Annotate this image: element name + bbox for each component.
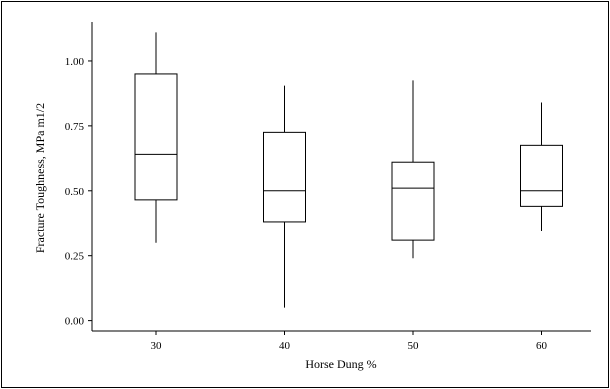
x-tick-label: 30 [151, 340, 163, 352]
y-tick-label: 0.50 [65, 186, 85, 198]
y-tick-label: 0.00 [65, 316, 85, 328]
box-50 [391, 80, 435, 259]
boxes [134, 32, 563, 308]
y-tick-label: 0.25 [65, 251, 85, 263]
box-body [134, 73, 178, 201]
y-tick-label: 0.75 [65, 121, 85, 133]
y-axis-ticks: 0.00 0.25 0.50 0.75 1.00 [65, 56, 92, 328]
box-60 [520, 102, 563, 232]
box-40 [263, 85, 306, 308]
x-tick-label: 60 [536, 340, 548, 352]
y-tick-label: 1.00 [65, 56, 85, 68]
y-axis-title: Fracture Toughness, MPa m1/2 [33, 103, 47, 253]
x-tick-label: 40 [279, 340, 291, 352]
x-axis-title: Horse Dung % [305, 357, 376, 371]
box-body [263, 131, 306, 223]
x-tick-label: 50 [408, 340, 420, 352]
box-body [520, 144, 563, 207]
axes [91, 22, 591, 332]
x-axis-ticks: 30 40 50 60 [151, 331, 548, 352]
box-body [391, 161, 435, 241]
box-30 [134, 32, 178, 243]
